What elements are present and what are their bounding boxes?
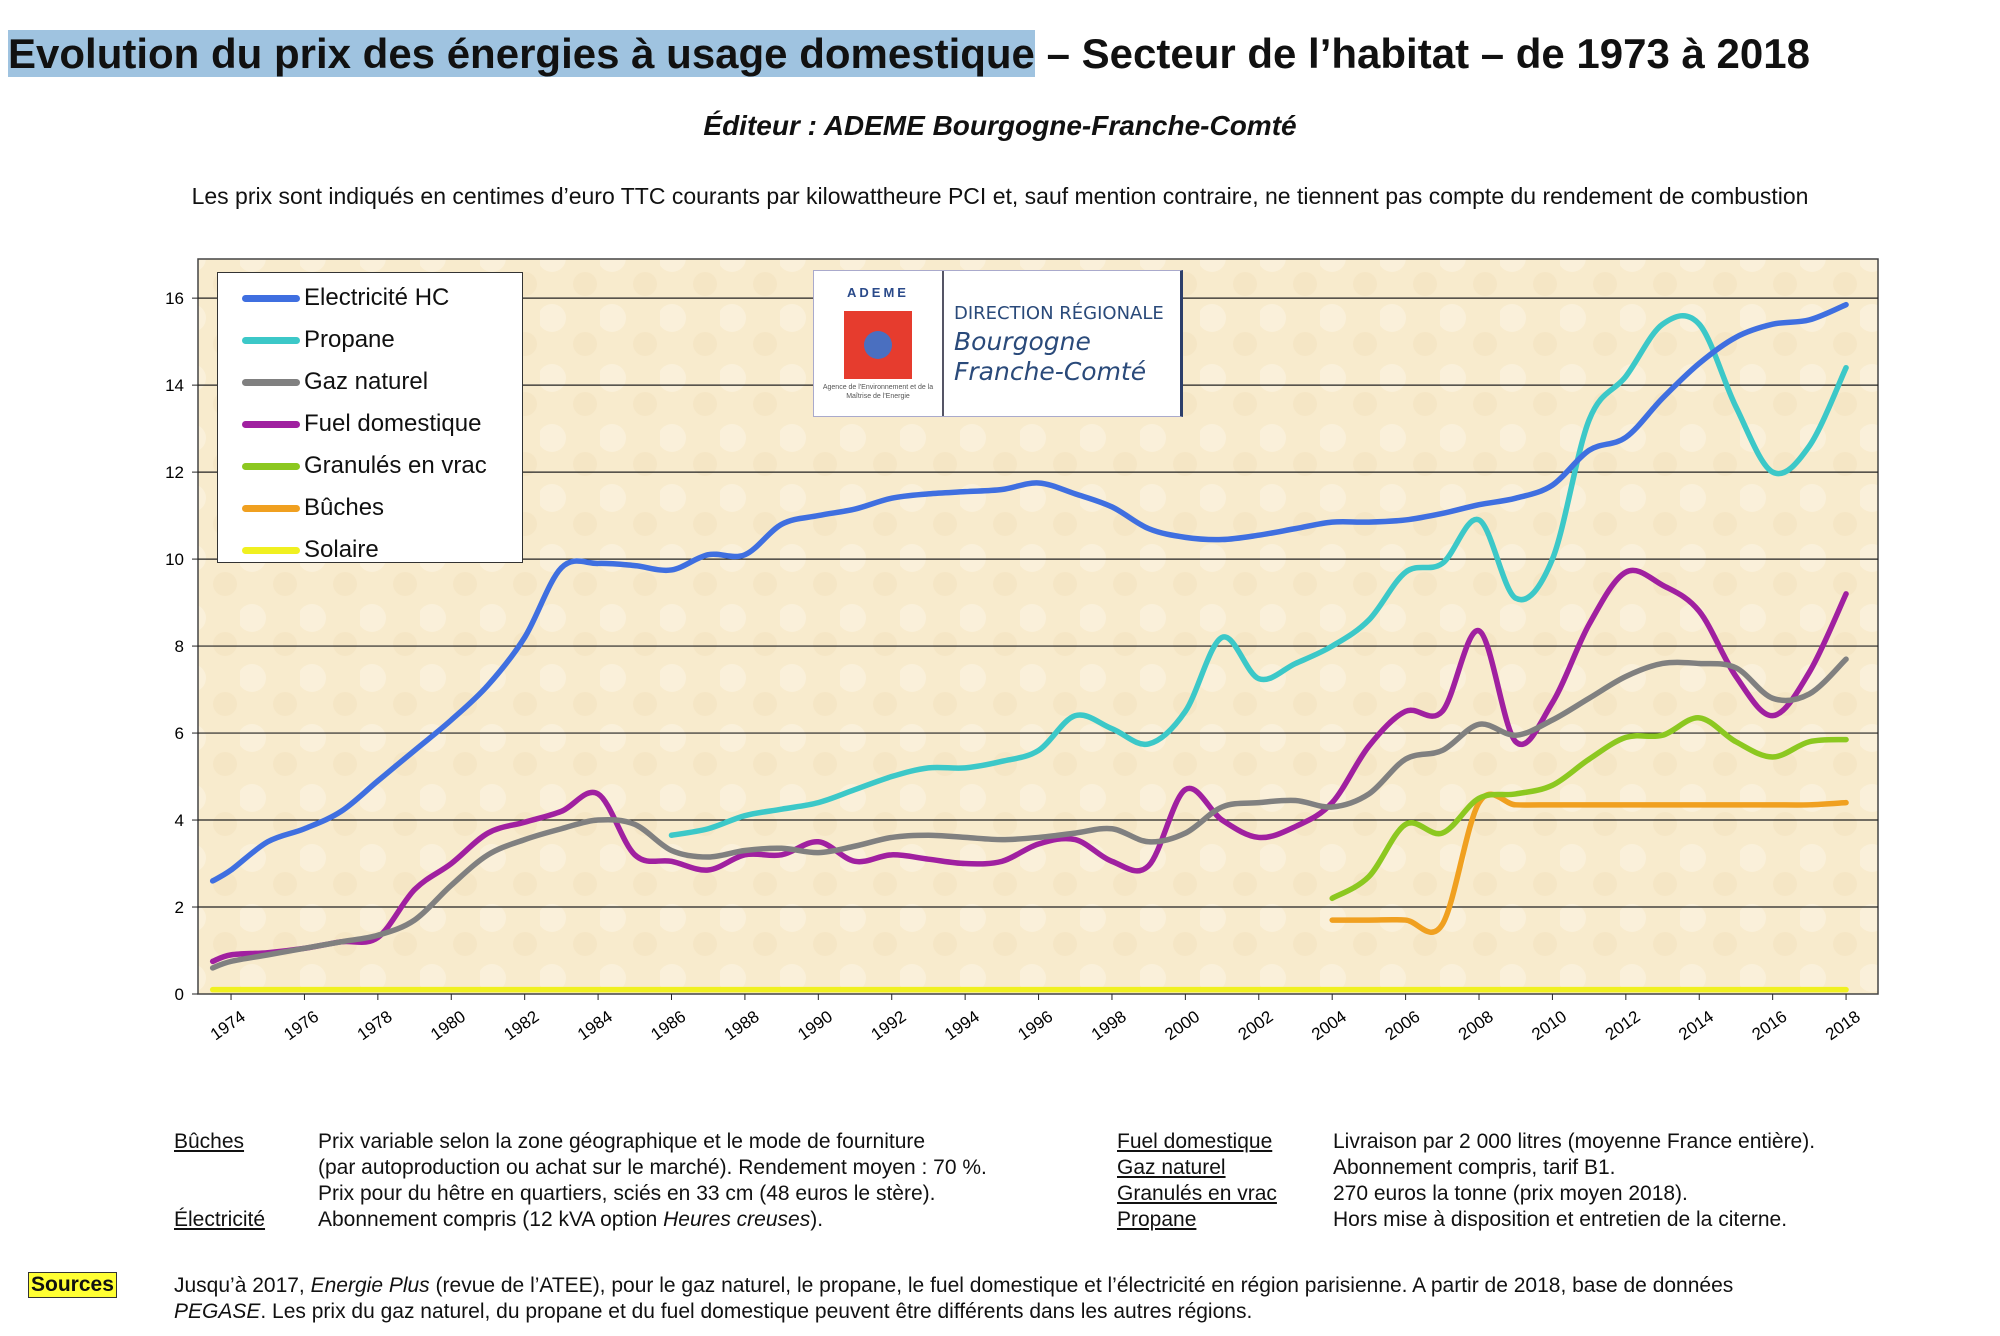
legend-item: Solaire [242,535,379,565]
x-tick-label: 2008 [1455,1007,1497,1044]
note-label-electricite: Électricité [174,1208,266,1231]
legend-label: Solaire [304,536,379,563]
y-tick-label: 14 [165,376,184,395]
legend-item: Gaz naturel [242,367,428,397]
legend-swatch [242,294,300,302]
x-tick-label: 2006 [1382,1007,1424,1044]
legend-swatch [242,420,300,428]
note-text: Hors mise à disposition et entretien de … [1333,1208,1788,1231]
legend-item: Electricité HC [242,283,449,313]
x-tick-label: 1992 [868,1007,910,1044]
series-line-b-ches [1329,791,1849,935]
x-tick-label: 1986 [647,1007,689,1044]
sources-label: Sources [28,1272,117,1298]
legend-swatch [242,504,300,512]
legend-swatch [242,378,300,386]
x-tick-label: 1980 [427,1007,469,1044]
legend-label: Electricité HC [304,284,450,311]
x-tick-label: 1990 [794,1007,836,1044]
x-tick-label: 1998 [1088,1007,1130,1044]
chart-legend: Electricité HC Propane Gaz naturel Fuel dom… [217,272,523,563]
series-line-electricit-hc [209,301,1849,884]
note-label-gaz: Gaz naturel [1117,1156,1226,1179]
note-text: (par autoproduction ou achat sur le marc… [318,1156,987,1179]
editor-subtitle: Éditeur : ADEME Bourgogne-Franche-Comté [703,110,1297,141]
y-tick-label: 12 [165,463,184,482]
legend-item: Bûches [242,493,384,523]
note-label-buches: Bûches [174,1130,245,1153]
legend-item: Propane [242,325,395,355]
legend-label: Bûches [304,494,385,521]
x-tick-label: 2012 [1602,1007,1644,1044]
x-tick-label: 1982 [501,1007,543,1044]
x-tick-label: 1978 [354,1007,396,1044]
units-note: Les prix sont indiqués en centimes d’eur… [191,183,1809,209]
note-text: 270 euros la tonne (prix moyen 2018). [1333,1182,1688,1205]
note-label-fuel: Fuel domestique [1117,1130,1273,1153]
x-tick-label: 1996 [1014,1007,1056,1044]
legend-swatch [242,546,300,554]
series-line-propane [668,313,1849,839]
note-text: Livraison par 2 000 litres (moyenne Fran… [1333,1130,1816,1153]
page-title: Evolution du prix des énergies à usage d… [8,30,1810,77]
note-text: Abonnement compris (12 kVA option Heures… [318,1208,824,1231]
x-tick-label: 1976 [280,1007,322,1044]
sources-text: Jusqu’à 2017, Energie Plus (revue de l’A… [174,1274,1734,1297]
note-label-propane: Propane [1117,1208,1197,1231]
note-label-granules: Granulés en vrac [1117,1182,1277,1205]
x-tick-label: 1988 [721,1007,763,1044]
y-tick-label: 16 [165,289,184,308]
series-line-fuel-domestique [209,567,1849,965]
legend-swatch [242,462,300,470]
x-tick-label: 2002 [1235,1007,1277,1044]
y-tick-label: 4 [175,811,184,830]
sources-text: PEGASE. Les prix du gaz naturel, du prop… [174,1300,1253,1323]
y-tick-label: 8 [175,637,184,656]
note-text: Abonnement compris, tarif B1. [1333,1156,1616,1179]
legend-label: Gaz naturel [304,368,429,395]
y-tick-label: 10 [165,550,184,569]
x-tick-label: 2010 [1528,1007,1570,1044]
x-tick-label: 1974 [207,1007,249,1044]
x-tick-label: 1984 [574,1007,616,1044]
legend-label: Propane [304,326,395,353]
series-line-gaz-naturel [209,656,1849,971]
legend-label: Granulés en vrac [304,452,487,479]
x-tick-label: 2000 [1161,1007,1203,1044]
x-tick-label: 2004 [1308,1007,1350,1044]
legend-label: Fuel domestique [304,410,482,437]
y-tick-label: 0 [175,985,184,1004]
x-tick-label: 2018 [1822,1007,1864,1044]
x-tick-label: 2014 [1675,1007,1717,1044]
note-text: Prix variable selon la zone géographique… [318,1130,926,1153]
x-tick-label: 1994 [941,1007,983,1044]
legend-swatch [242,336,300,344]
legend-item: Granulés en vrac [242,451,487,481]
x-tick-label: 2016 [1749,1007,1791,1044]
y-tick-label: 6 [175,724,184,743]
note-text: Prix pour du hêtre en quartiers, sciés e… [318,1182,936,1205]
series-line-granul-s-en-vrac [1329,715,1849,902]
legend-item: Fuel domestique [242,409,481,439]
ademe-logo: ADEME Agence de l'Environnement et de la… [813,270,1183,417]
globe-icon [844,311,912,379]
y-tick-label: 2 [175,898,184,917]
